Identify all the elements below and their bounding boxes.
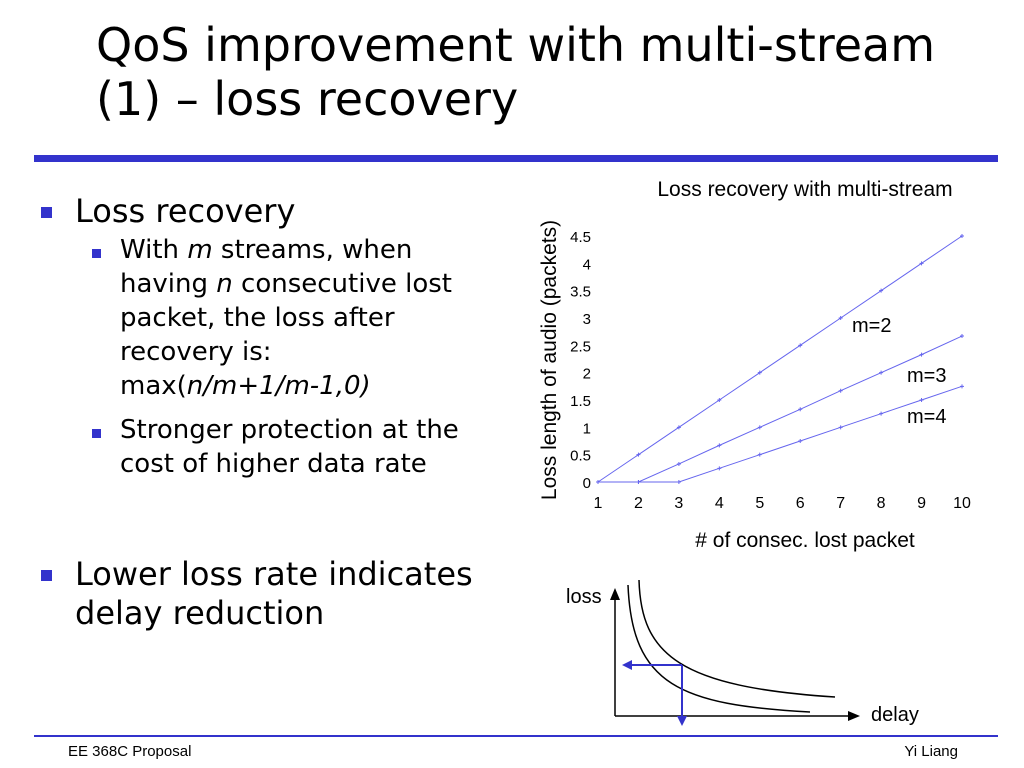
y-axis-arrow-icon	[610, 588, 620, 600]
title-divider	[34, 155, 998, 162]
x-tick-label: 10	[953, 495, 971, 512]
data-point	[798, 343, 803, 348]
data-point	[798, 407, 803, 412]
down-arrow-icon	[677, 716, 687, 726]
y-axis-label: loss	[566, 586, 602, 608]
bullet-loss-recovery: Loss recovery	[38, 192, 518, 231]
x-tick-label: 2	[634, 495, 643, 512]
footer-right: Yi Liang	[904, 743, 958, 760]
bullet-lower-loss: Lower loss rate indicates delay reductio…	[38, 555, 518, 633]
series-label: m=2	[852, 315, 891, 337]
data-point	[960, 384, 964, 389]
sub-bullet-line: packet, the loss after	[120, 303, 395, 333]
x-tick-label: 9	[917, 495, 926, 512]
data-point	[676, 480, 681, 484]
y-tick-label: 1	[583, 420, 591, 437]
bullet-text: Lower loss rate indicates	[75, 555, 473, 593]
text-run: streams, when	[212, 235, 413, 265]
sub-bullet-line: having n consecutive lost	[120, 267, 518, 301]
data-point	[636, 452, 641, 457]
chart-title: Loss recovery with multi-stream	[657, 178, 952, 201]
data-point	[717, 466, 722, 471]
data-point	[838, 316, 843, 320]
sub-bullet-line: cost of higher data rate	[120, 449, 427, 479]
series-line	[598, 385, 963, 483]
sub-bullet-formula: With m streams, when having n consecutiv…	[38, 233, 518, 403]
data-point	[919, 352, 924, 357]
y-tick-label: 3	[583, 311, 591, 328]
data-point	[717, 443, 722, 448]
series-label: m=4	[907, 406, 946, 428]
data-point	[757, 425, 762, 430]
bullet-square-icon	[41, 570, 52, 581]
footer-left: EE 368C Proposal	[68, 743, 192, 760]
text-run: having	[120, 269, 217, 299]
bullet-square-icon	[41, 207, 52, 218]
x-tick-label: 6	[796, 495, 805, 512]
x-tick-label: 3	[674, 495, 683, 512]
text-run: max(	[120, 371, 187, 401]
data-point	[717, 398, 722, 402]
y-tick-label: 3.5	[570, 284, 591, 301]
y-tick-label: 2	[583, 366, 591, 383]
x-tick-label: 7	[836, 495, 845, 512]
bullet-text: Loss recovery	[75, 192, 296, 230]
data-point	[838, 425, 843, 430]
y-tick-label: 1.5	[570, 393, 591, 410]
data-point	[919, 398, 924, 402]
bullet-square-icon	[92, 249, 101, 258]
variable-n: n	[216, 269, 233, 299]
slide-title: QoS improvement with multi-stream (1) – …	[96, 18, 936, 126]
data-point	[879, 288, 884, 293]
data-point	[879, 370, 884, 375]
lower-curve	[627, 584, 811, 713]
bullet-square-icon	[92, 429, 101, 438]
x-axis-arrow-icon	[848, 711, 860, 721]
y-tick-label: 0.5	[570, 448, 591, 465]
left-arrow-icon	[622, 660, 632, 670]
sub-bullet-line: Stronger protection at the	[120, 415, 459, 445]
sub-bullet-line: max(n/m+1/m-1,0)	[120, 369, 518, 403]
series-line	[597, 235, 963, 483]
y-axis-label: Loss length of audio (packets)	[538, 220, 561, 500]
text-run: consecutive lost	[232, 269, 452, 299]
y-tick-label: 0	[583, 475, 591, 492]
data-point	[636, 480, 641, 484]
data-point	[798, 439, 803, 443]
y-tick-label: 4	[583, 256, 591, 273]
data-point	[676, 425, 681, 430]
data-point	[960, 334, 964, 339]
text-run: With	[120, 235, 188, 265]
sub-bullet-line: recovery is:	[120, 337, 272, 367]
data-point	[596, 480, 600, 484]
x-axis-label: delay	[871, 704, 919, 726]
data-point	[960, 234, 964, 238]
data-point	[879, 411, 884, 416]
formula: n/m+1/m-1,0)	[186, 371, 371, 401]
footer-divider	[34, 735, 998, 737]
x-tick-label: 1	[594, 495, 603, 512]
bullet-text: delay reduction	[75, 594, 325, 632]
x-tick-label: 8	[877, 495, 886, 512]
data-point	[676, 461, 681, 466]
y-tick-label: 4.5	[570, 229, 591, 246]
sub-bullet-protection: Stronger protection at the cost of highe…	[38, 413, 518, 481]
x-axis-label: # of consec. lost packet	[695, 529, 915, 552]
data-point	[757, 370, 762, 375]
y-tick-label: 2.5	[570, 338, 591, 355]
data-point	[919, 261, 924, 266]
sub-bullet-line: With m streams, when	[120, 233, 518, 267]
data-point	[838, 388, 843, 393]
variable-m: m	[187, 235, 213, 265]
data-point	[757, 452, 762, 457]
bullet-list: Loss recovery With m streams, when havin…	[38, 192, 518, 633]
series-label: m=3	[907, 365, 946, 387]
x-tick-label: 4	[715, 495, 724, 512]
series-line	[598, 335, 963, 483]
x-tick-label: 5	[755, 495, 764, 512]
upper-curve	[638, 579, 836, 698]
